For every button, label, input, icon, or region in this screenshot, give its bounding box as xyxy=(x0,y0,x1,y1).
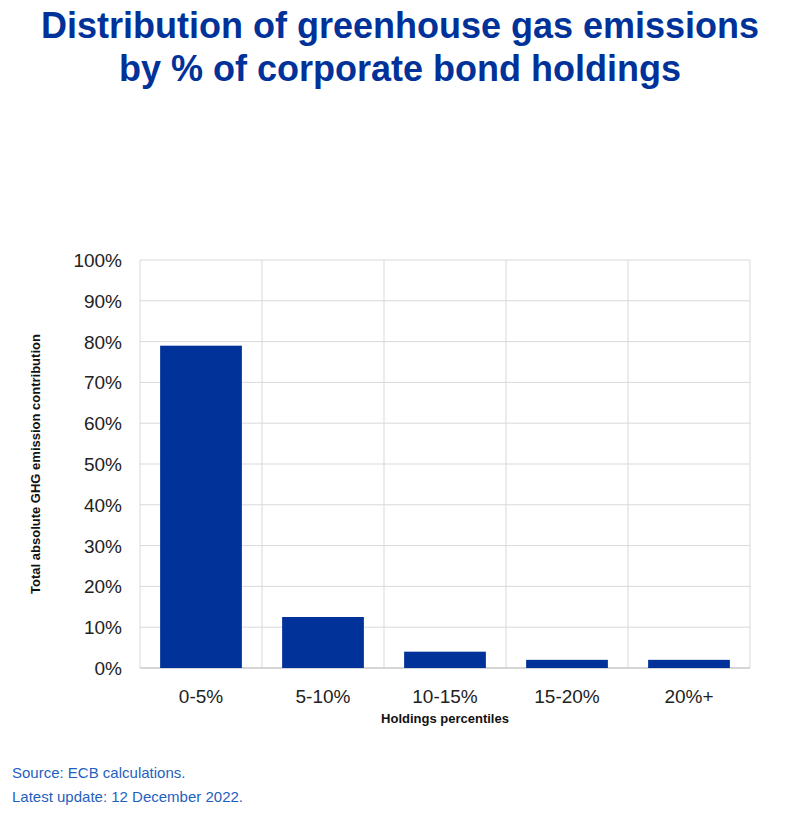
y-tick-label: 40% xyxy=(84,495,122,516)
y-tick-label: 0% xyxy=(95,658,123,679)
chart-title: Distribution of greenhouse gas emissions… xyxy=(30,4,770,90)
y-tick-label: 50% xyxy=(84,454,122,475)
y-tick-label: 60% xyxy=(84,413,122,434)
x-tick-label: 20%+ xyxy=(664,686,713,707)
y-tick-label: 90% xyxy=(84,291,122,312)
x-tick-label: 10-15% xyxy=(412,686,478,707)
y-tick-label: 20% xyxy=(84,576,122,597)
grid-line xyxy=(140,300,750,301)
x-tick-label: 5-10% xyxy=(296,686,351,707)
x-tick-label: 15-20% xyxy=(534,686,600,707)
y-tick-label: 80% xyxy=(84,332,122,353)
bar xyxy=(404,652,486,668)
y-axis-label: Total absolute GHG emission contribution xyxy=(28,334,43,594)
grid-line xyxy=(140,260,750,261)
source-note: Latest update: 12 December 2022. xyxy=(12,788,243,805)
bar xyxy=(526,660,608,668)
y-tick-label: 30% xyxy=(84,536,122,557)
x-tick-label: 0-5% xyxy=(179,686,223,707)
bar xyxy=(160,346,242,668)
y-tick-label: 70% xyxy=(84,372,122,393)
grid-line xyxy=(140,341,750,342)
bar xyxy=(282,617,364,668)
x-axis-label: Holdings percentiles xyxy=(381,711,509,726)
bar xyxy=(648,660,730,668)
y-tick-label: 10% xyxy=(84,617,122,638)
y-tick-label: 100% xyxy=(73,250,122,271)
bars xyxy=(160,346,730,668)
source-note: Source: ECB calculations. xyxy=(12,764,185,781)
chart-svg: 0% 10% 20% 30% 40% 50% 60% 70% 80% 90% 100% 0-5% 5-1… xyxy=(0,0,800,828)
